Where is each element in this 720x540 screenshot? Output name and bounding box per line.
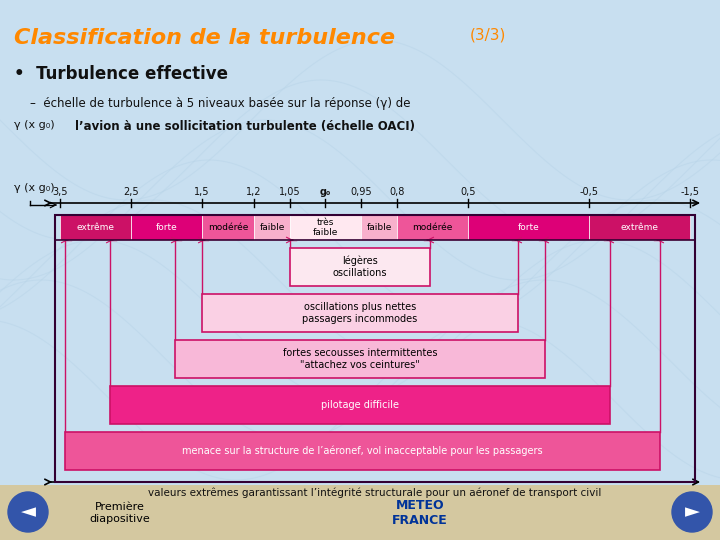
Text: modérée: modérée [413, 223, 453, 232]
Text: ►: ► [685, 503, 700, 522]
Text: –  échelle de turbulence à 5 niveaux basée sur la réponse (γ) de: – échelle de turbulence à 5 niveaux basé… [30, 97, 410, 110]
Text: faible: faible [366, 223, 392, 232]
Text: fortes secousses intermittentes
"attachez vos ceintures": fortes secousses intermittentes "attache… [283, 348, 437, 370]
Text: ◄: ◄ [20, 503, 35, 522]
Bar [202, 294, 518, 332]
Text: très
faible: très faible [312, 218, 338, 237]
Bar [131, 215, 202, 240]
Bar [65, 432, 660, 470]
Text: 1,5: 1,5 [194, 187, 210, 197]
Circle shape [8, 492, 48, 532]
Text: l’avion à une sollicitation turbulente (échelle OACI): l’avion à une sollicitation turbulente (… [75, 120, 415, 133]
Bar [290, 215, 361, 240]
Text: faible: faible [259, 223, 284, 232]
Bar [254, 215, 290, 240]
Bar [202, 215, 254, 240]
Text: forte: forte [156, 223, 177, 232]
Bar [55, 215, 695, 240]
Text: 1,05: 1,05 [279, 187, 301, 197]
Text: légères
oscillations: légères oscillations [333, 256, 387, 278]
Bar [175, 340, 545, 378]
Text: 0,8: 0,8 [390, 187, 405, 197]
Text: γ (x g₀): γ (x g₀) [14, 120, 55, 130]
Text: -1,5: -1,5 [680, 187, 700, 197]
Bar [468, 215, 589, 240]
Bar [55, 215, 695, 482]
Bar [361, 215, 397, 240]
Text: extrême: extrême [621, 223, 659, 232]
Text: forte: forte [518, 223, 539, 232]
Text: pilotage difficile: pilotage difficile [321, 400, 399, 410]
Text: (3/3): (3/3) [470, 28, 506, 43]
Bar [290, 248, 430, 286]
Text: oscillations plus nettes
passagers incommodes: oscillations plus nettes passagers incom… [302, 302, 418, 324]
Text: METEO
FRANCE: METEO FRANCE [392, 499, 448, 527]
Text: extrême: extrême [76, 223, 114, 232]
Bar [110, 386, 610, 424]
Text: valeurs extrêmes garantissant l’intégrité structurale pour un aéronef de transpo: valeurs extrêmes garantissant l’intégrit… [148, 488, 602, 498]
Bar [60, 215, 131, 240]
Text: 0,95: 0,95 [350, 187, 372, 197]
Text: modérée: modérée [208, 223, 248, 232]
Text: Classification de la turbulence: Classification de la turbulence [14, 28, 395, 48]
Bar [0, 485, 720, 540]
Text: 0,5: 0,5 [460, 187, 476, 197]
Text: •  Turbulence effective: • Turbulence effective [14, 65, 228, 83]
Text: menace sur la structure de l’aéronef, vol inacceptable pour les passagers: menace sur la structure de l’aéronef, vo… [182, 446, 543, 456]
Text: γ (x g₀): γ (x g₀) [14, 183, 55, 193]
Text: 3,5: 3,5 [53, 187, 68, 197]
Text: -0,5: -0,5 [580, 187, 598, 197]
Text: 2,5: 2,5 [123, 187, 139, 197]
Text: ✦: ✦ [688, 521, 700, 535]
Bar [397, 215, 468, 240]
Circle shape [672, 492, 712, 532]
Bar [589, 215, 690, 240]
Text: g₀: g₀ [320, 187, 330, 197]
Text: 1,2: 1,2 [246, 187, 262, 197]
Text: Première
diapositive: Première diapositive [89, 502, 150, 524]
